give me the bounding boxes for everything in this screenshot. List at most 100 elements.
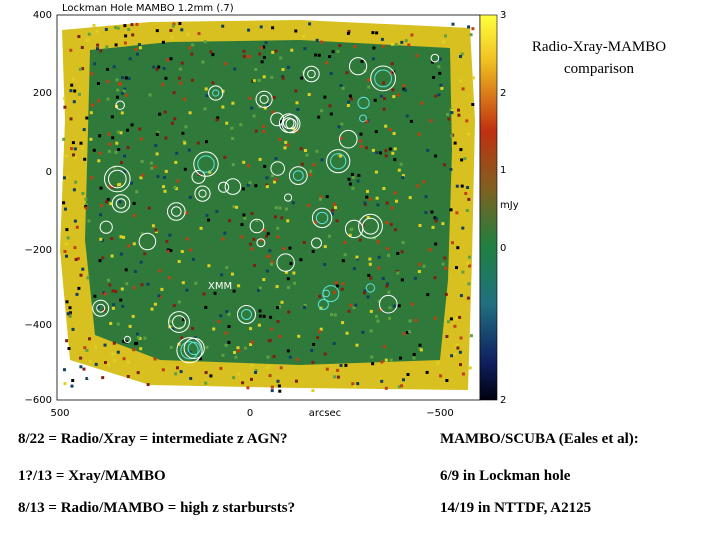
speck (96, 82, 100, 85)
speck (173, 185, 177, 189)
speck (98, 259, 102, 263)
speck (443, 163, 446, 167)
sky-map: Lockman Hole MAMBO 1.2mm (.7) XMM VLA 40… (25, 3, 519, 419)
speck (254, 371, 257, 374)
speck (371, 148, 375, 152)
speck (149, 161, 153, 165)
speck (397, 385, 401, 389)
speck (258, 309, 262, 313)
speck (461, 270, 465, 274)
speck (408, 196, 412, 200)
speck (454, 317, 458, 321)
speck (354, 303, 358, 307)
speck (122, 89, 126, 93)
speck (76, 257, 80, 261)
speck (164, 169, 168, 173)
contour (330, 153, 347, 170)
speck (447, 117, 451, 121)
speck (148, 93, 152, 97)
speck (171, 327, 175, 331)
speck (127, 77, 131, 81)
speck (185, 211, 188, 215)
speck (279, 366, 283, 370)
speck (355, 343, 359, 347)
speck (390, 206, 394, 210)
speck (381, 277, 385, 280)
speck (367, 85, 371, 89)
speck (243, 216, 247, 220)
speck (230, 126, 234, 130)
contour (315, 211, 329, 225)
contour (256, 238, 266, 248)
speck (65, 339, 69, 343)
speck (107, 132, 111, 136)
contour (362, 217, 379, 235)
speck (110, 254, 114, 258)
speck (180, 250, 184, 253)
speck (155, 67, 159, 71)
contour (104, 165, 131, 193)
speck (278, 137, 282, 141)
speck (211, 81, 215, 85)
speck (250, 212, 254, 216)
speck (302, 35, 306, 39)
speck (401, 241, 405, 245)
speck (444, 292, 448, 296)
speck (135, 190, 139, 194)
speck (174, 160, 178, 164)
speck (106, 67, 110, 71)
speck (150, 166, 154, 170)
speck (413, 276, 417, 280)
speck (368, 257, 372, 261)
speck (439, 374, 443, 378)
speck (231, 163, 235, 167)
speck (219, 366, 223, 370)
speck (460, 52, 464, 56)
speck (323, 245, 327, 249)
contour (99, 220, 113, 234)
speck (169, 29, 173, 32)
speck (378, 151, 382, 155)
speck (294, 89, 298, 93)
speck (276, 226, 280, 230)
speck (287, 310, 291, 314)
contour (92, 299, 110, 317)
speck (152, 65, 156, 69)
speck (212, 327, 216, 331)
speck (331, 212, 334, 216)
speck (323, 263, 327, 266)
speck (75, 292, 79, 296)
speck (217, 320, 221, 324)
speck (431, 60, 435, 64)
speck (130, 181, 134, 185)
speck (382, 81, 385, 85)
speck (278, 206, 282, 210)
speck (450, 134, 454, 138)
speck (176, 179, 180, 183)
speck (204, 381, 208, 385)
speck (343, 253, 347, 257)
speck (449, 208, 453, 212)
speck (277, 384, 281, 388)
speck (351, 186, 355, 190)
speck (292, 271, 296, 275)
speck (276, 379, 280, 383)
speck (194, 281, 198, 285)
speck (465, 209, 469, 212)
speck (260, 238, 263, 242)
speck (242, 49, 246, 53)
speck (97, 159, 101, 163)
speck (415, 54, 419, 58)
speck (132, 201, 136, 205)
speck (179, 370, 183, 374)
speck (122, 235, 126, 239)
speck (103, 292, 107, 296)
speck (418, 224, 422, 227)
speck (128, 324, 132, 328)
speck (70, 147, 73, 151)
contour (339, 129, 358, 149)
speck (289, 262, 293, 266)
speck (215, 210, 219, 213)
speck (418, 343, 422, 347)
contour (359, 114, 367, 123)
